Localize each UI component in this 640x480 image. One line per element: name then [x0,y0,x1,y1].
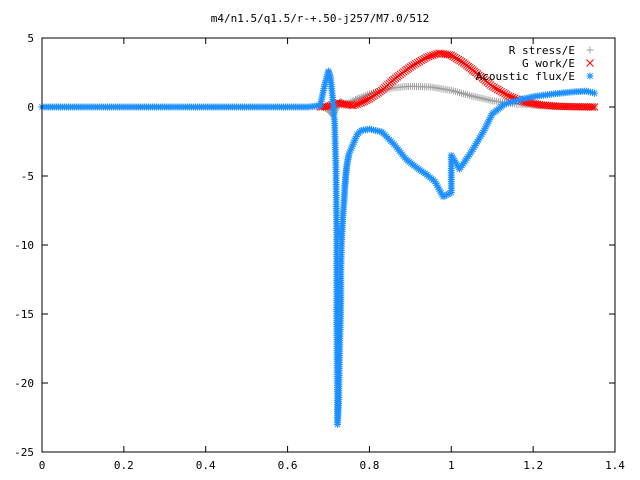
x-tick-label: 0.8 [359,459,379,472]
data-point [497,87,506,96]
data-point [351,101,359,109]
data-point [417,56,426,65]
legend-marker [586,72,594,80]
data-point [431,50,439,59]
data-point [499,88,507,97]
data-point [591,89,599,97]
data-point [429,51,437,60]
x-tick-label: 1.4 [605,459,625,472]
y-tick-label: -15 [14,308,34,321]
data-point [408,62,417,70]
x-tick-label: 1.2 [523,459,543,472]
series-1 [318,82,599,119]
data-point [421,54,429,63]
y-tick-label: -10 [14,239,34,252]
series-3 [38,67,599,428]
x-axis-ticks: 0 0.2 0.4 0.6 0.8 1 1.2 1.4 [39,38,625,472]
y-tick-label: -5 [21,170,34,183]
data-point [419,55,427,64]
y-tick-label: 0 [27,101,34,114]
legend-label: R stress/E [509,44,575,57]
x-tick-label: 1 [448,459,455,472]
data-point [410,60,418,69]
data-point [490,83,498,92]
chart-title: m4/n1.5/q1.5/r-+.50-j257/M7.0/512 [211,12,430,25]
legend-label: Acoustic flux/E [476,70,575,83]
legend-marker [586,46,594,54]
y-tick-label: -20 [14,377,34,390]
data-series [38,49,599,428]
data-point [488,82,497,91]
data-point [353,100,362,109]
data-point [349,101,357,110]
data-point [411,59,420,68]
data-point [590,103,599,111]
data-point [588,103,597,111]
y-tick-label: -25 [14,446,34,459]
x-tick-label: 0 [39,459,46,472]
x-tick-label: 0.4 [196,459,216,472]
x-tick-label: 0.6 [278,459,298,472]
data-point [406,63,415,71]
data-point [413,58,422,67]
y-tick-label: 5 [27,32,34,45]
data-point [491,84,500,93]
data-point [501,89,509,98]
legend-label: G work/E [522,57,575,70]
data-point [495,86,504,95]
data-point [502,91,511,99]
data-point [426,52,435,60]
data-point [363,95,372,104]
series-2 [316,49,599,111]
data-point [415,57,424,66]
x-tick-label: 0.2 [114,459,134,472]
data-point [422,53,431,62]
data-point [493,85,502,94]
plot-frame [41,37,616,453]
data-point [424,52,433,61]
y-axis-ticks: 5 0 -5 -10 -15 -20 -25 [14,32,615,459]
data-point [504,92,513,100]
legend-marker [586,59,594,67]
